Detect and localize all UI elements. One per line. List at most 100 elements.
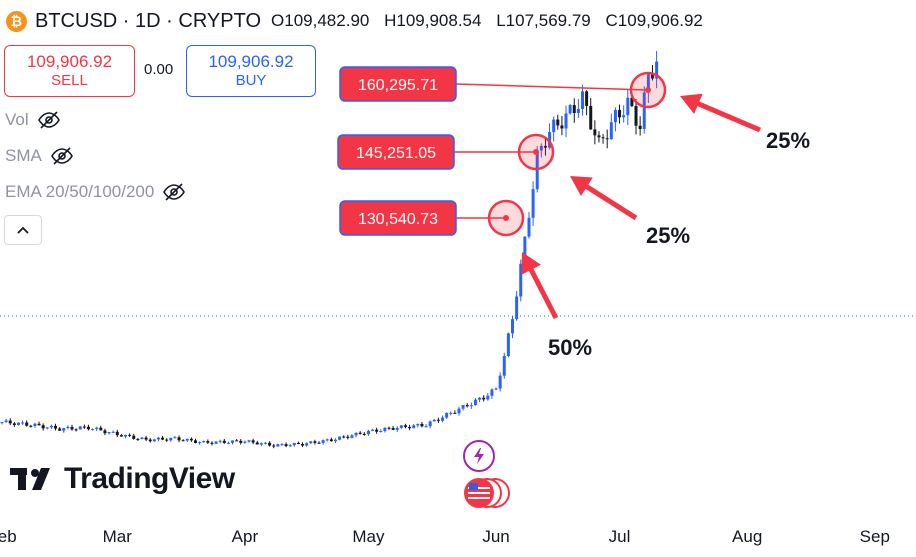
candle	[12, 422, 16, 427]
lightning-event-button[interactable]	[463, 440, 495, 472]
candle	[111, 430, 115, 434]
low-value: L107,569.79	[496, 11, 591, 30]
spread-value: 0.00	[144, 61, 174, 78]
candle	[626, 89, 630, 126]
candle	[16, 422, 20, 426]
candle	[379, 429, 383, 433]
price-point	[503, 215, 509, 221]
candle	[585, 90, 589, 116]
candle	[597, 131, 601, 143]
candle	[313, 439, 317, 445]
candle	[618, 104, 622, 124]
eye-hidden-icon[interactable]	[162, 182, 186, 202]
chevron-up-icon	[17, 226, 29, 234]
candle	[21, 420, 25, 425]
arrow-icon	[680, 93, 761, 133]
indicator-vol[interactable]: Vol	[5, 110, 61, 130]
price-callout[interactable]: 160,295.71 25%	[339, 66, 810, 153]
candle	[91, 428, 95, 431]
symbol-title[interactable]: BTCUSD · 1D · CRYPTO	[35, 10, 261, 33]
collapse-indicators-button[interactable]	[4, 215, 42, 245]
high-value: H109,908.54	[384, 11, 482, 30]
candle	[148, 437, 152, 443]
x-tick-label-mar: Mar	[103, 527, 133, 546]
candle	[416, 423, 420, 428]
sell-label: SELL	[51, 72, 88, 89]
tradingview-logo[interactable]: TradingView	[10, 462, 235, 496]
candle	[115, 429, 119, 438]
buy-label: BUY	[235, 72, 267, 89]
eye-hidden-icon[interactable]	[50, 146, 74, 166]
candle	[202, 440, 206, 443]
candle	[338, 436, 342, 441]
candle	[177, 435, 181, 443]
candle	[387, 426, 391, 430]
candle	[613, 107, 617, 132]
candle	[576, 98, 580, 119]
candle	[66, 425, 70, 430]
candle	[560, 115, 564, 136]
x-tick-label-jun: Jun	[482, 527, 509, 546]
us-economic-events-button[interactable]	[463, 477, 510, 509]
callout-connector	[455, 83, 649, 91]
candle	[124, 434, 128, 439]
indicator-ema[interactable]: EMA 20/50/100/200	[5, 182, 186, 202]
candle	[301, 442, 305, 448]
candle	[239, 439, 243, 445]
candle	[482, 395, 486, 402]
indicator-label: EMA 20/50/100/200	[5, 182, 155, 201]
x-tick-label-apr: Apr	[232, 527, 259, 546]
candlestick-series	[0, 50, 659, 449]
candle	[33, 422, 37, 428]
candle	[309, 440, 313, 444]
candle	[395, 426, 399, 432]
candle	[132, 433, 136, 440]
buy-button[interactable]: 109,906.92 BUY	[186, 45, 316, 97]
candle	[161, 435, 165, 441]
candle	[74, 428, 78, 432]
price-label: 130,540.73	[358, 211, 438, 228]
eye-hidden-icon[interactable]	[37, 110, 61, 130]
candle	[403, 423, 407, 429]
candle	[128, 433, 132, 438]
candle	[152, 438, 156, 442]
candle	[655, 50, 659, 89]
candle	[630, 97, 634, 108]
x-tick-label-aug: Aug	[732, 527, 762, 546]
candle	[41, 423, 45, 431]
candle	[333, 438, 337, 444]
candle	[622, 105, 626, 123]
candle	[259, 442, 263, 447]
sell-button[interactable]: 109,906.92 SELL	[4, 45, 135, 97]
candle	[506, 332, 510, 358]
candle	[383, 427, 387, 433]
ohlc-values: O109,482.90 H109,908.54 L107,569.79 C109…	[271, 11, 713, 31]
candle	[136, 437, 140, 441]
candle	[539, 143, 543, 158]
candle	[119, 433, 123, 437]
candle	[45, 427, 49, 430]
indicator-sma[interactable]: SMA	[5, 146, 74, 166]
candle	[432, 418, 436, 422]
candle	[78, 425, 82, 430]
price-point	[533, 149, 539, 155]
candle	[449, 411, 453, 416]
x-tick-label-jul: Jul	[609, 527, 631, 546]
candle	[321, 439, 325, 445]
candle	[531, 181, 535, 226]
candle	[589, 98, 593, 130]
candle	[601, 134, 605, 144]
candle	[543, 137, 547, 156]
candle	[457, 406, 461, 416]
candle	[37, 421, 41, 426]
candle	[305, 442, 309, 447]
candle	[494, 387, 498, 391]
candle	[276, 443, 280, 447]
candle	[214, 441, 218, 445]
price-callout[interactable]: 145,251.05 25%	[337, 133, 690, 248]
candle	[156, 436, 160, 442]
price-callout[interactable]: 130,540.73 50%	[339, 199, 592, 360]
candle	[243, 440, 247, 444]
candle	[436, 417, 440, 423]
